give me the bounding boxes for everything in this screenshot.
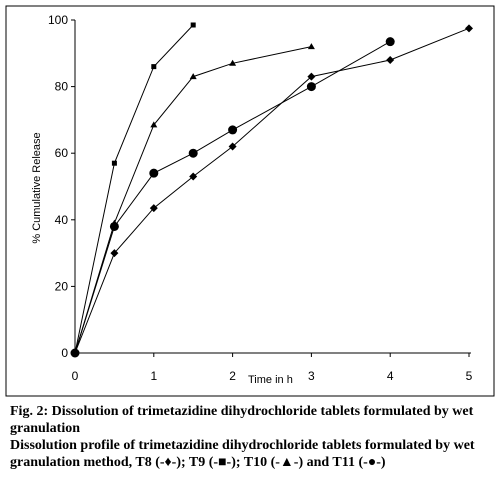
diamond-point [307,72,316,81]
figure-title: Dissolution of trimetazidine dihydrochlo… [10,404,474,436]
x-tick-label: 2 [229,369,236,383]
x-tick-label: 1 [150,369,157,383]
y-tick-label: 20 [55,279,69,293]
series-triangle [71,43,315,356]
triangle-point [150,121,158,128]
series-line [74,46,312,354]
circle-point [109,221,119,231]
triangle-point [189,73,197,80]
diamond-point [189,172,198,181]
axis-text: % Cumulative Release Time in h [31,132,293,386]
circle-point [306,82,316,92]
diamond-point [149,204,158,213]
series-circle [70,37,395,358]
square-point [190,22,196,28]
square-point [151,64,157,70]
y-tick-label: 80 [55,80,69,94]
diamond-point [110,249,119,258]
circle-point [228,125,238,135]
axes: 0 20 40 60 80 100 0 1 2 3 4 5 [48,13,473,383]
plot-frame [5,5,495,397]
x-tick-label: 0 [72,369,79,383]
triangle-point [307,43,315,50]
x-axis-title: Time in h [248,374,293,386]
dissolution-chart: 0 20 40 60 80 100 0 1 2 3 4 5 % Cumulative Release … [5,5,495,397]
x-tick-label: 3 [308,369,315,383]
y-tick-label: 40 [55,213,69,227]
caption-heading: Fig. 2: Dissolution of trimetazidine dih… [10,403,494,437]
series-line [74,27,470,354]
x-tick-label: 4 [387,369,394,383]
series-group [70,22,473,358]
circle-point [385,37,395,47]
figure-caption: Fig. 2: Dissolution of trimetazidine dih… [10,403,494,471]
y-tick-label: 100 [48,13,68,27]
series-diamond [71,24,473,357]
diamond-point [386,55,395,64]
diamond-point [228,142,237,151]
triangle-point [229,59,237,66]
circle-point [70,348,80,358]
x-tick-label: 5 [466,369,473,383]
series-line [74,24,194,354]
figure-label: Fig. 2: [10,404,49,419]
circle-point [188,148,198,158]
figure-description: Dissolution profile of trimetazidine dih… [10,438,475,470]
square-point [111,160,117,166]
diamond-point [465,24,473,33]
y-tick-label: 0 [61,346,68,360]
y-axis-title: % Cumulative Release [31,132,43,243]
series-line [74,41,391,354]
circle-point [149,168,159,178]
y-tick-label: 60 [55,146,69,160]
